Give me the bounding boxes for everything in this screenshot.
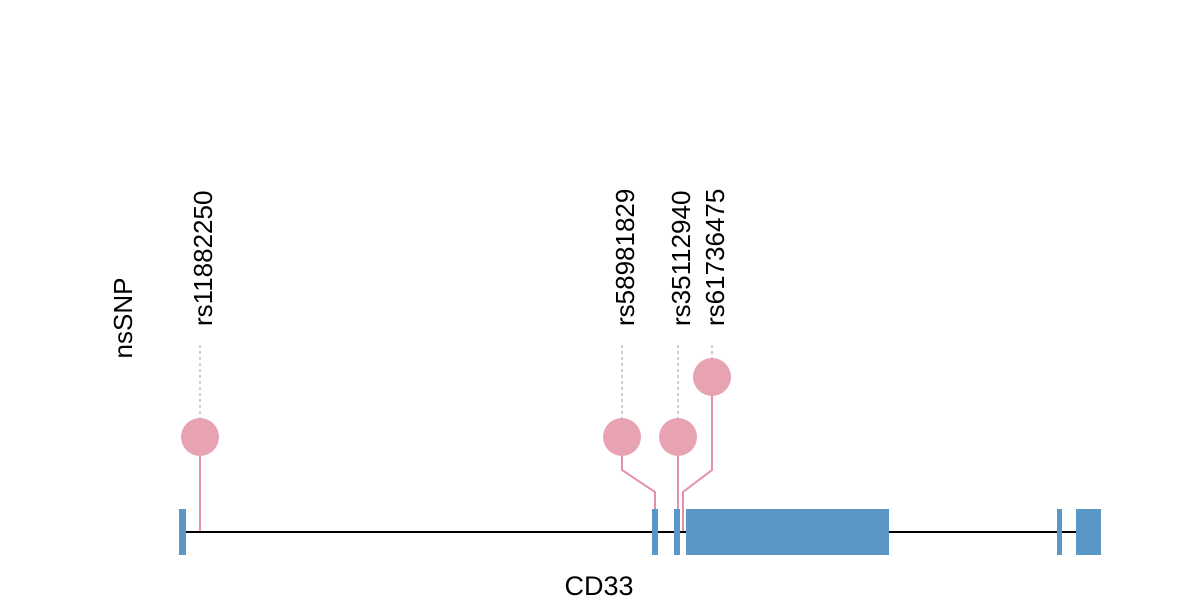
exon-block — [686, 509, 889, 555]
snp-marker — [659, 418, 697, 456]
snp-layer: rs11882250 rs58981829 rs35112940 rs61736475 — [181, 189, 731, 532]
snp-marker — [181, 418, 219, 456]
gene-model — [179, 509, 1101, 555]
exon-block — [179, 509, 186, 555]
snp-label: rs58981829 — [610, 189, 640, 326]
gene-label: CD33 — [564, 571, 633, 600]
exon-block — [1076, 509, 1101, 555]
snp-label: rs35112940 — [666, 191, 696, 326]
snp-marker — [693, 358, 731, 396]
snp-label: rs11882250 — [188, 191, 218, 326]
exon-block — [674, 509, 680, 555]
snp-marker — [603, 418, 641, 456]
snp-label: rs61736475 — [700, 189, 730, 326]
exon-block — [1057, 509, 1062, 555]
snp-stem — [682, 377, 713, 532]
exon-block — [652, 509, 658, 555]
track-label: nsSNP — [108, 278, 138, 359]
